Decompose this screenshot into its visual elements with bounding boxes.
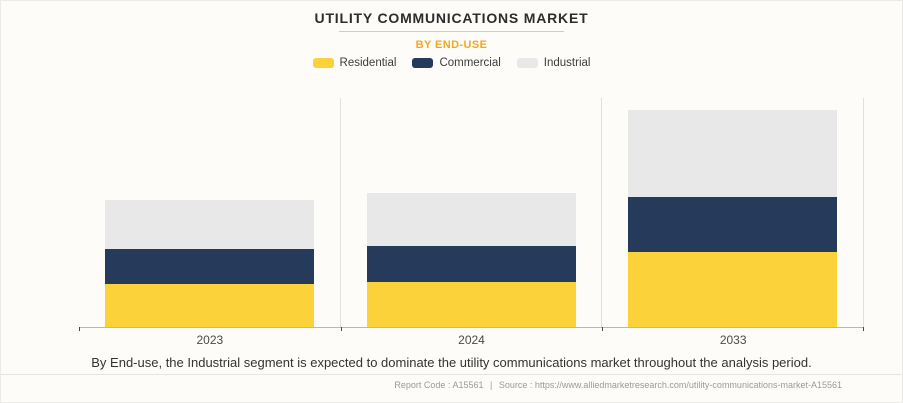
title-divider bbox=[339, 31, 564, 32]
category-column-2033 bbox=[602, 98, 865, 327]
x-axis-tick bbox=[79, 327, 80, 331]
footer-divider bbox=[1, 374, 902, 375]
legend-swatch-industrial bbox=[516, 58, 538, 68]
bar-segment-residential-2023[interactable] bbox=[104, 284, 314, 327]
legend-label: Residential bbox=[339, 57, 397, 69]
report-code-text: Report Code : A15561 bbox=[394, 380, 484, 390]
x-axis-label-2033: 2033 bbox=[719, 333, 747, 347]
bar-segment-industrial-2023[interactable] bbox=[104, 200, 314, 250]
stacked-bar-2023[interactable] bbox=[104, 200, 314, 327]
x-axis-labels: 2023 2024 2033 bbox=[79, 333, 864, 347]
legend-swatch-commercial bbox=[412, 58, 434, 68]
legend-item-industrial[interactable]: Industrial bbox=[516, 57, 591, 69]
bar-segment-residential-2033[interactable] bbox=[628, 251, 838, 327]
bar-segment-commercial-2024[interactable] bbox=[366, 245, 576, 282]
legend-item-residential[interactable]: Residential bbox=[312, 57, 397, 69]
caption: By End-use, the Industrial segment is ex… bbox=[91, 355, 812, 370]
legend-label: Commercial bbox=[439, 57, 501, 69]
x-axis-tick bbox=[863, 327, 864, 331]
x-axis-label-2023: 2023 bbox=[196, 333, 224, 347]
x-axis-tick bbox=[340, 327, 342, 331]
bar-segment-commercial-2033[interactable] bbox=[628, 196, 838, 252]
bar-segment-residential-2024[interactable] bbox=[366, 281, 576, 327]
footer: Report Code : A15561 | Source : https://… bbox=[1, 375, 902, 390]
legend-item-commercial[interactable]: Commercial bbox=[412, 57, 501, 69]
stacked-bar-2033[interactable] bbox=[628, 110, 838, 327]
footer-separator: | bbox=[490, 380, 493, 390]
x-axis-tick bbox=[602, 327, 604, 331]
legend-label: Industrial bbox=[543, 57, 591, 69]
x-axis-label-2024: 2024 bbox=[458, 333, 485, 347]
stacked-bar-2024[interactable] bbox=[366, 193, 576, 327]
legend-swatch-residential bbox=[312, 58, 334, 68]
category-column-2023 bbox=[79, 98, 341, 327]
category-column-2024 bbox=[341, 98, 603, 327]
chart-title: UTILITY COMMUNICATIONS MARKET bbox=[314, 10, 589, 26]
plot-grid bbox=[79, 98, 865, 331]
bar-segment-industrial-2024[interactable] bbox=[366, 193, 576, 246]
source-text: Source : https://www.alliedmarketresearc… bbox=[498, 380, 842, 390]
bar-segment-commercial-2023[interactable] bbox=[104, 249, 314, 285]
legend: Residential Commercial Industrial bbox=[1, 56, 902, 70]
bar-segment-industrial-2033[interactable] bbox=[628, 110, 838, 197]
plot-area: 2023 2024 2033 bbox=[79, 98, 865, 347]
chart-subtitle: BY END-USE bbox=[415, 39, 488, 51]
